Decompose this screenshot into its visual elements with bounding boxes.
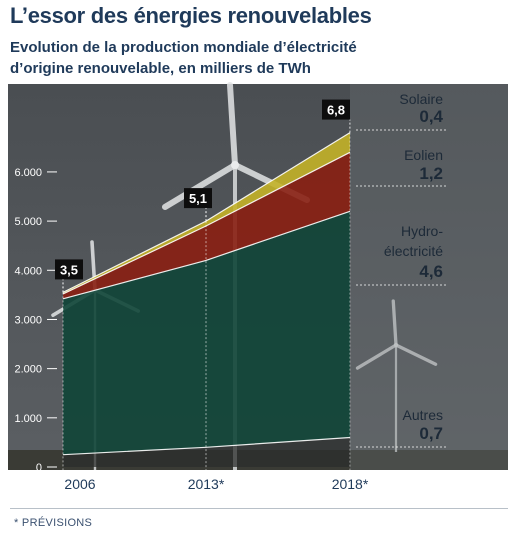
x-tick-label: 2013* [188, 476, 225, 492]
legend-panel [350, 84, 508, 470]
total-badge [322, 99, 350, 120]
turbine-far-blade [355, 343, 398, 370]
turbine-far-blade [394, 343, 438, 366]
turbine-large-hub [231, 161, 239, 169]
area-autres [63, 437, 350, 467]
page-subtitle: Evolution de la production mondiale d’él… [10, 39, 357, 77]
y-tick-label: 2.000 [14, 364, 42, 376]
turbine-large-blade [162, 162, 238, 210]
legend-label: Eolien [404, 147, 443, 163]
legend-label: Hydro- [401, 223, 443, 239]
area-hydro-lectricit- [63, 211, 350, 455]
footer-divider [10, 508, 508, 509]
y-tick-label: 3.000 [14, 314, 42, 326]
legend-label: Solaire [399, 91, 443, 107]
page-title: L’essor des énergies renouvelables [10, 3, 372, 28]
x-tick-label: 2006 [64, 476, 95, 492]
footnote: * PRÉVISIONS [14, 517, 93, 529]
total-label: 6,8 [327, 103, 345, 118]
legend-label: électricité [384, 243, 443, 259]
series-line-hydro-lectricit- [62, 210, 351, 300]
legend-value: 4,6 [419, 262, 443, 281]
y-tick-label: 5.000 [14, 216, 42, 228]
legend-value: 0,4 [419, 107, 443, 126]
series-line-autres [62, 436, 351, 456]
x-tick-label: 2018* [332, 476, 369, 492]
turbine-large-blade [227, 82, 238, 168]
total-badge [55, 259, 83, 280]
total-label: 5,1 [189, 191, 207, 206]
turbine-far-blade [391, 299, 398, 347]
y-tick-label: 0 [36, 462, 42, 474]
legend-label: Autres [403, 407, 443, 423]
area-eolien [63, 152, 350, 299]
total-label: 3,5 [60, 262, 78, 277]
turbine-far-hub [393, 342, 399, 348]
y-tick-label: 1.000 [14, 413, 42, 425]
y-tick-label: 6.000 [14, 167, 42, 179]
total-badge [184, 188, 212, 209]
legend-value: 0,7 [419, 424, 443, 443]
legend-value: 1,2 [419, 164, 443, 183]
y-tick-label: 4.000 [14, 265, 42, 277]
